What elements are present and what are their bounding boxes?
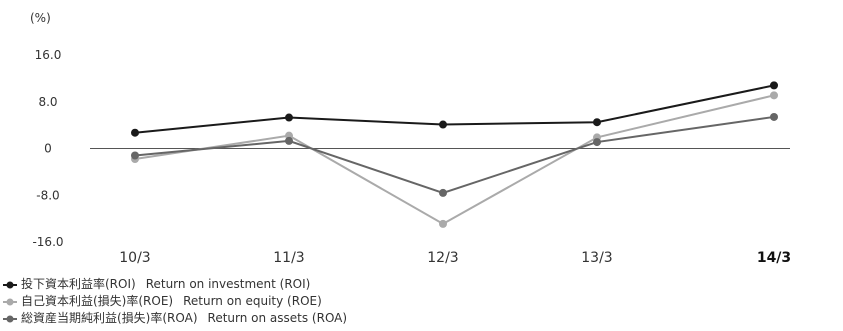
y-tick-label: 8.0 xyxy=(38,95,57,109)
legend-swatch xyxy=(3,298,17,305)
x-tick-label: 12/3 xyxy=(427,250,458,266)
y-tick-labels: 16.0 8.0 0 -8.0 -16.0 xyxy=(32,48,63,249)
y-tick-label: 16.0 xyxy=(35,48,62,62)
data-point xyxy=(770,112,778,121)
legend-item: 投下資本利益率(ROI) Return on investment (ROI) xyxy=(2,276,347,293)
y-tick-label: -8.0 xyxy=(36,188,59,202)
series-line-0 xyxy=(134,84,775,134)
series-line-2 xyxy=(134,115,775,194)
legend-label-en: Return on assets (ROA) xyxy=(207,311,348,325)
data-point xyxy=(770,91,778,100)
line-chart: (%) 16.0 8.0 0 -8.0 -16.0 10/3 11/3 12/3 13/3 14… xyxy=(30,11,791,266)
x-tick-label: 14/3 xyxy=(757,250,791,266)
legend-label-en: Return on investment (ROI) xyxy=(145,277,311,291)
legend-item: 自己資本利益(損失)率(ROE) Return on equity (ROE) xyxy=(2,293,347,310)
x-tick-label: 10/3 xyxy=(119,250,150,266)
legend-label-ja: 自己資本利益(損失)率(ROE) xyxy=(21,294,174,308)
data-point xyxy=(285,136,293,145)
data-point xyxy=(131,128,139,137)
data-point xyxy=(593,118,601,127)
legend: 投下資本利益率(ROI) Return on investment (ROI) 自己… xyxy=(2,276,347,327)
series-line-1 xyxy=(134,94,775,226)
data-point xyxy=(439,188,447,197)
legend-label-en: Return on equity (ROE) xyxy=(183,294,322,308)
legend-label-ja: 総資産当期純利益(損失)率(ROA) xyxy=(21,311,198,325)
y-tick-label: -16.0 xyxy=(32,235,63,249)
y-unit-label: (%) xyxy=(30,11,51,25)
data-point xyxy=(285,113,293,122)
legend-label-ja: 投下資本利益率(ROI) xyxy=(21,277,136,291)
data-point xyxy=(593,138,601,147)
x-tick-labels: 10/3 11/3 12/3 13/3 14/3 xyxy=(119,250,791,266)
x-tick-label: 11/3 xyxy=(273,250,304,266)
legend-swatch xyxy=(3,315,17,322)
x-tick-label: 13/3 xyxy=(581,250,612,266)
data-point xyxy=(439,219,447,228)
series-lines xyxy=(134,84,775,226)
data-point xyxy=(439,120,447,129)
series-points xyxy=(131,81,778,228)
legend-item: 総資産当期純利益(損失)率(ROA) Return on assets (ROA) xyxy=(2,310,347,327)
legend-swatch xyxy=(3,281,17,288)
y-tick-label: 0 xyxy=(44,142,52,156)
data-point xyxy=(770,81,778,90)
data-point xyxy=(131,151,139,160)
